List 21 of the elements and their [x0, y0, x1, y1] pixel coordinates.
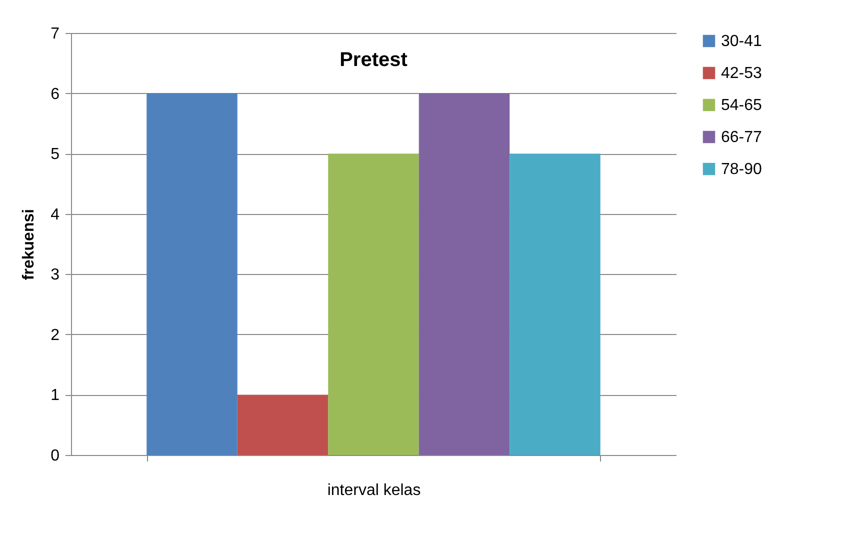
y-tick-label: 2: [50, 326, 60, 344]
y-tick-label: 5: [50, 146, 60, 164]
bar: [510, 154, 600, 455]
y-tick-label: 0: [50, 448, 60, 464]
legend-label: 78-90: [721, 161, 762, 178]
y-tick-label: 1: [50, 387, 60, 404]
y-axis-title: frekuensi: [20, 208, 38, 280]
y-tick-label: 3: [50, 266, 60, 284]
x-axis-title: interval kelas: [327, 482, 421, 499]
bar: [237, 394, 328, 455]
bar: [328, 154, 419, 455]
text: Pretest: [340, 49, 408, 71]
legend-label: 66-77: [721, 129, 762, 146]
bar: [146, 93, 238, 455]
y-tick-label: 7: [50, 26, 60, 42]
y-tick-label: 6: [50, 86, 60, 103]
legend-label: 54-65: [721, 97, 762, 114]
legend-label: 42-53: [721, 65, 762, 82]
bar: [418, 93, 510, 455]
y-tick-label: 4: [50, 206, 60, 224]
legend-label: 30-41: [721, 33, 762, 50]
